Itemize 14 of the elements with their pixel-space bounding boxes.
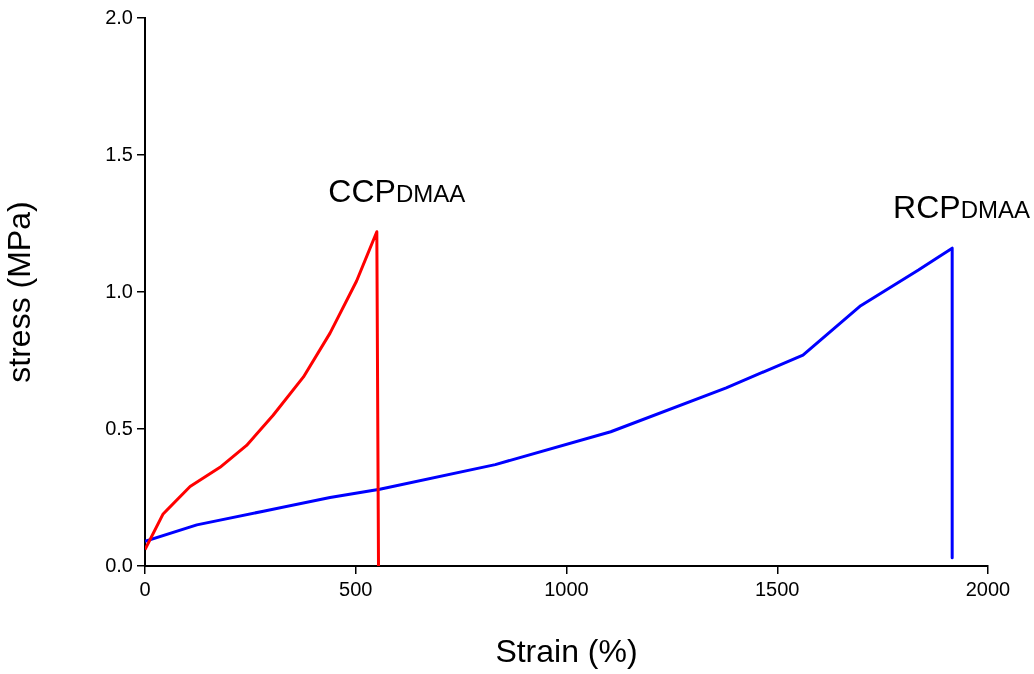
y-tick-label: 1.5 [105, 142, 133, 165]
x-tick-label: 0 [139, 577, 151, 600]
x-tick-label: 2000 [965, 577, 1011, 600]
y-tick-label: 1.0 [105, 279, 133, 302]
x-tick-label: 1000 [544, 577, 589, 600]
x-tick-label: 500 [339, 577, 373, 600]
y-tick-label: 2.0 [105, 5, 133, 28]
x-axis-title: Strain (%) [495, 632, 638, 669]
series-label: RCPDMAA [893, 189, 1030, 226]
y-tick-label: 0.5 [105, 416, 133, 439]
y-tick-label: 0.0 [105, 553, 133, 576]
y-axis-title: stress (MPa) [1, 201, 38, 383]
series-label: CCPDMAA [328, 172, 466, 209]
x-tick-label: 1500 [755, 577, 800, 600]
